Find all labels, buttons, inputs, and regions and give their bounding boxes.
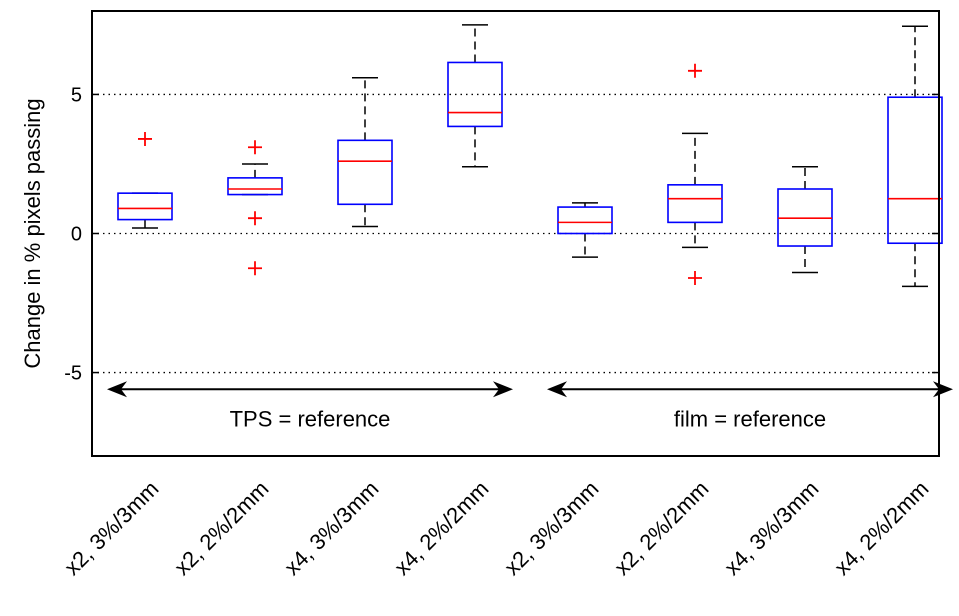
annotations: TPS = reference film = reference [107, 381, 953, 431]
box [667, 184, 723, 224]
x-tick-label: x2, 3%/3mm [59, 476, 163, 580]
y-tick-label: -5 [64, 363, 82, 385]
x-tick-label: x4, 3%/3mm [719, 476, 823, 580]
box-group [777, 166, 833, 274]
box [887, 96, 943, 245]
y-tick-label: 5 [71, 84, 82, 106]
box-group [117, 131, 173, 229]
box-group [227, 140, 283, 276]
box [227, 177, 283, 196]
annotation-label: TPS = reference [230, 406, 391, 431]
x-tick-label: x2, 2%/2mm [169, 476, 273, 580]
annotation-label: film = reference [674, 406, 826, 431]
annotation-arrow: TPS = reference [107, 381, 513, 431]
annotation-arrow: film = reference [547, 381, 953, 431]
box [117, 192, 173, 221]
box-group [887, 25, 943, 288]
arrow-head-right [493, 381, 513, 398]
outlier-marker [248, 261, 262, 276]
outlier-marker [688, 271, 702, 285]
x-tick-label: x2, 2%/2mm [609, 476, 713, 580]
box [557, 206, 613, 235]
outlier-marker [248, 211, 262, 226]
x-tick-label: x4, 3%/3mm [279, 476, 383, 580]
box-marks [117, 24, 943, 288]
box-group [447, 24, 503, 168]
box-group [337, 77, 393, 228]
outlier-marker [138, 131, 152, 146]
x-tick-label: x2, 3%/3mm [499, 476, 603, 580]
arrow-head-left [107, 381, 127, 398]
x-tick-label: x4, 2%/2mm [389, 476, 493, 580]
y-axis-label: Change in % pixels passing [20, 98, 45, 368]
box-group [557, 202, 613, 258]
y-tick-label: 0 [71, 224, 82, 246]
grid-lines [92, 93, 939, 374]
outlier-marker [248, 140, 262, 155]
box-group [667, 63, 723, 285]
box [337, 139, 393, 206]
arrow-head-left [547, 381, 567, 398]
box [447, 61, 503, 128]
outlier-marker [688, 63, 702, 78]
x-tick-label: x4, 2%/2mm [829, 476, 933, 580]
